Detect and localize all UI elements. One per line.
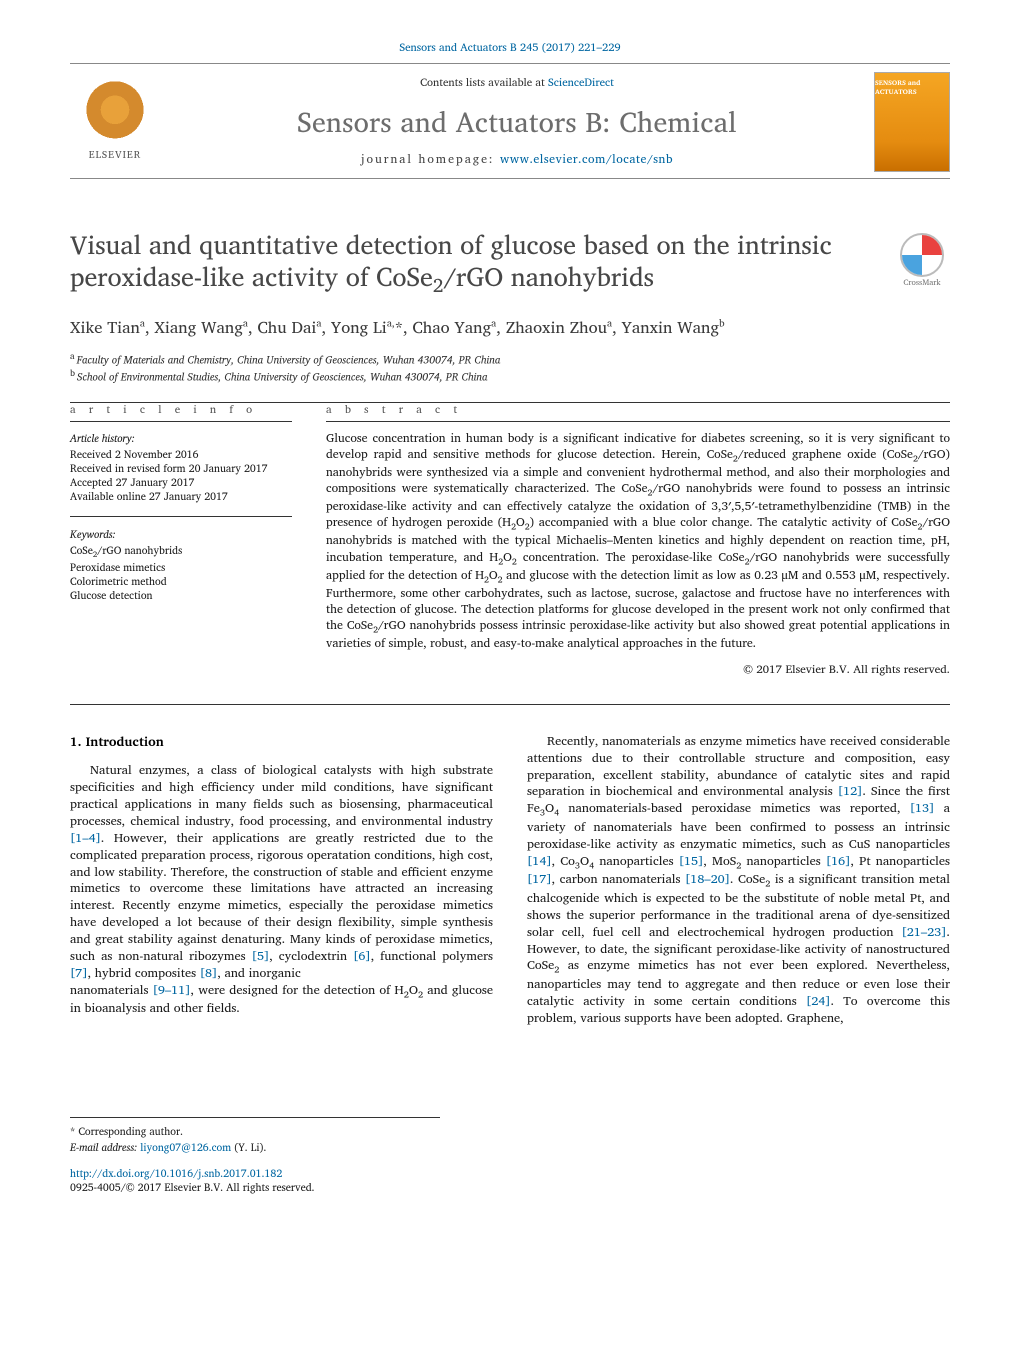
- journal-ref-link[interactable]: Sensors and Actuators B 245 (2017) 221–2…: [399, 38, 620, 56]
- email-link[interactable]: liyong07@126.com: [140, 1138, 231, 1156]
- contents-prefix: Contents lists available at: [420, 73, 548, 91]
- divider: [70, 704, 950, 705]
- issn-line: 0925-4005/© 2017 Elsevier B.V. All right…: [70, 1180, 950, 1194]
- corresponding-footer: * Corresponding author. E-mail address: …: [70, 1117, 440, 1154]
- affiliation: bSchool of Environmental Studies, China …: [70, 367, 950, 384]
- journal-title: Sensors and Actuators B: Chemical: [160, 104, 874, 142]
- email-label: E-mail address:: [70, 1138, 137, 1156]
- corresponding-email-line: E-mail address: liyong07@126.com (Y. Li)…: [70, 1140, 440, 1154]
- keywords-heading: Keywords:: [70, 527, 292, 541]
- doi-block: http://dx.doi.org/10.1016/j.snb.2017.01.…: [70, 1166, 950, 1194]
- abstract-text: Glucose concentration in human body is a…: [326, 431, 950, 653]
- section-heading: 1. Introduction: [70, 733, 493, 751]
- history-heading: Article history:: [70, 431, 292, 445]
- section-title: Introduction: [86, 730, 164, 752]
- email-author: (Y. Li).: [234, 1138, 266, 1156]
- section-number: 1.: [70, 730, 82, 752]
- article-title: Visual and quantitative detection of glu…: [70, 229, 850, 299]
- affil-text: School of Environmental Studies, China U…: [77, 368, 487, 386]
- elsevier-logo: ELSEVIER: [70, 81, 160, 163]
- crossmark-label: CrossMark: [903, 277, 940, 288]
- affiliation: aFaculty of Materials and Chemistry, Chi…: [70, 350, 950, 367]
- divider: [70, 516, 292, 517]
- contents-available: Contents lists available at ScienceDirec…: [160, 75, 874, 90]
- affil-sup: b: [70, 365, 75, 380]
- paragraph: Recently, nanomaterials as enzyme mimeti…: [527, 733, 950, 1027]
- history-block: Received 2 November 2016 Received in rev…: [70, 447, 292, 504]
- paragraph: Natural enzymes, a class of biological c…: [70, 762, 493, 981]
- article-info: a r t i c l e i n f o Article history: R…: [70, 421, 292, 678]
- homepage-link[interactable]: www.elsevier.com/locate/snb: [500, 150, 673, 169]
- history-line: Available online 27 January 2017: [70, 489, 292, 503]
- crossmark-icon: [900, 233, 944, 277]
- body-text: 1. Introduction Natural enzymes, a class…: [70, 733, 950, 1027]
- abstract: a b s t r a c t Glucose concentration in…: [326, 421, 950, 678]
- journal-cover-thumb: SENSORS and ACTUATORS: [874, 72, 950, 172]
- sciencedirect-link[interactable]: ScienceDirect: [548, 73, 614, 91]
- paragraph: nanomaterials [9–11], were designed for …: [70, 982, 493, 1018]
- journal-homepage: journal homepage: www.elsevier.com/locat…: [160, 152, 874, 168]
- author-list: Xike Tiana, Xiang Wanga, Chu Daia, Yong …: [70, 315, 950, 341]
- journal-reference: Sensors and Actuators B 245 (2017) 221–2…: [70, 40, 950, 55]
- abstract-heading: a b s t r a c t: [326, 402, 950, 417]
- affil-sup: a: [70, 348, 75, 363]
- keyword: Glucose detection: [70, 588, 292, 602]
- masthead: ELSEVIER Contents lists available at Sci…: [70, 63, 950, 179]
- crossmark-badge[interactable]: CrossMark: [894, 233, 950, 289]
- cover-label: SENSORS and ACTUATORS: [875, 79, 949, 98]
- elsevier-tree-icon: [83, 81, 147, 145]
- abstract-copyright: © 2017 Elsevier B.V. All rights reserved…: [326, 662, 950, 678]
- homepage-prefix: journal homepage:: [361, 150, 500, 169]
- article-info-heading: a r t i c l e i n f o: [70, 402, 292, 417]
- elsevier-wordmark: ELSEVIER: [89, 149, 141, 163]
- affiliations: aFaculty of Materials and Chemistry, Chi…: [70, 350, 950, 383]
- corresponding-label: * Corresponding author.: [70, 1124, 440, 1138]
